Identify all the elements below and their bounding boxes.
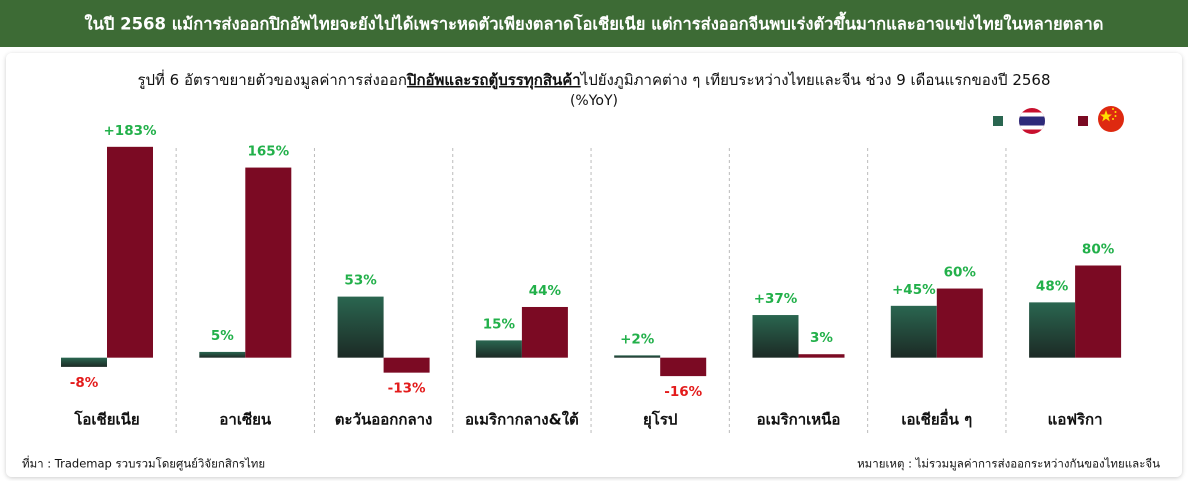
value-label: -16% bbox=[664, 384, 702, 400]
title-part: ไปยังภูมิภาคต่าง ๆ เทียบระหว่างไทยและจีน… bbox=[580, 71, 1051, 89]
value-label: 80% bbox=[1082, 242, 1115, 258]
value-label: 44% bbox=[529, 283, 562, 299]
x-tick-label: อเมริกากลาง&ใต้ bbox=[465, 411, 579, 429]
value-label: +183% bbox=[103, 123, 156, 139]
source: ที่มา : Trademap รวบรวมโดยศูนย์วิจัยกสิก… bbox=[22, 456, 265, 471]
value-label: -13% bbox=[388, 381, 426, 397]
legend bbox=[993, 106, 1124, 134]
bar bbox=[1029, 302, 1076, 358]
value-label: +37% bbox=[754, 291, 798, 307]
title-part: ปิกอัพและรถตู้บรรทุกสินค้า bbox=[406, 71, 581, 90]
value-label: 48% bbox=[1036, 278, 1069, 294]
value-label: -8% bbox=[70, 375, 99, 391]
x-tick-label: โอเชียเนีย bbox=[73, 410, 139, 429]
x-tick-label: เอเชียอื่น ๆ bbox=[901, 409, 972, 429]
banner-bg bbox=[0, 0, 1188, 47]
value-label: 3% bbox=[810, 330, 833, 346]
title-part: รูปที่ 6 อัตราขยายตัวของมูลค่าการส่งออก bbox=[137, 69, 406, 89]
x-tick-label: แอฟริกา bbox=[1048, 411, 1103, 429]
bar bbox=[660, 357, 707, 377]
x-tick-label: ยุโรป bbox=[643, 410, 677, 430]
value-label: 60% bbox=[944, 265, 977, 281]
bar bbox=[337, 296, 384, 358]
bar bbox=[61, 357, 107, 367]
bar bbox=[614, 355, 661, 358]
chart-subtitle: (%YoY) bbox=[570, 93, 618, 109]
x-tick-label: อเมริกาเหนือ bbox=[757, 411, 841, 429]
value-label: +2% bbox=[620, 331, 655, 347]
x-tick-label: อาเซียน bbox=[219, 411, 272, 429]
bar bbox=[199, 351, 246, 358]
bar bbox=[383, 357, 430, 373]
bar bbox=[1075, 265, 1122, 358]
bar bbox=[798, 354, 845, 358]
chart-title: รูปที่ 6 อัตราขยายตัวของมูลค่าการส่งออกป… bbox=[137, 69, 1050, 90]
bar bbox=[521, 306, 568, 358]
bar bbox=[245, 167, 292, 358]
bar bbox=[475, 340, 522, 358]
bar bbox=[752, 315, 799, 358]
x-tick-label: ตะวันออกกลาง bbox=[335, 411, 433, 429]
thai-flag bbox=[1019, 108, 1045, 134]
bar bbox=[890, 305, 937, 358]
banner: ในปี 2568 แม้การส่งออกปิกอัพไทยจะยังไปได… bbox=[85, 12, 1104, 34]
bar bbox=[936, 288, 983, 358]
card bbox=[6, 53, 1182, 477]
bar bbox=[107, 146, 153, 358]
china-flag bbox=[1098, 106, 1124, 132]
legend-swatch bbox=[1078, 116, 1088, 126]
value-label: 53% bbox=[344, 273, 377, 289]
value-label: 5% bbox=[211, 328, 234, 344]
note: หมายเหตุ : ไม่รวมมูลค่าการส่งออกระหว่างก… bbox=[857, 457, 1160, 471]
value-label: +45% bbox=[892, 282, 936, 298]
value-label: 165% bbox=[247, 144, 289, 160]
value-label: 15% bbox=[483, 316, 516, 332]
legend-swatch bbox=[993, 116, 1003, 126]
